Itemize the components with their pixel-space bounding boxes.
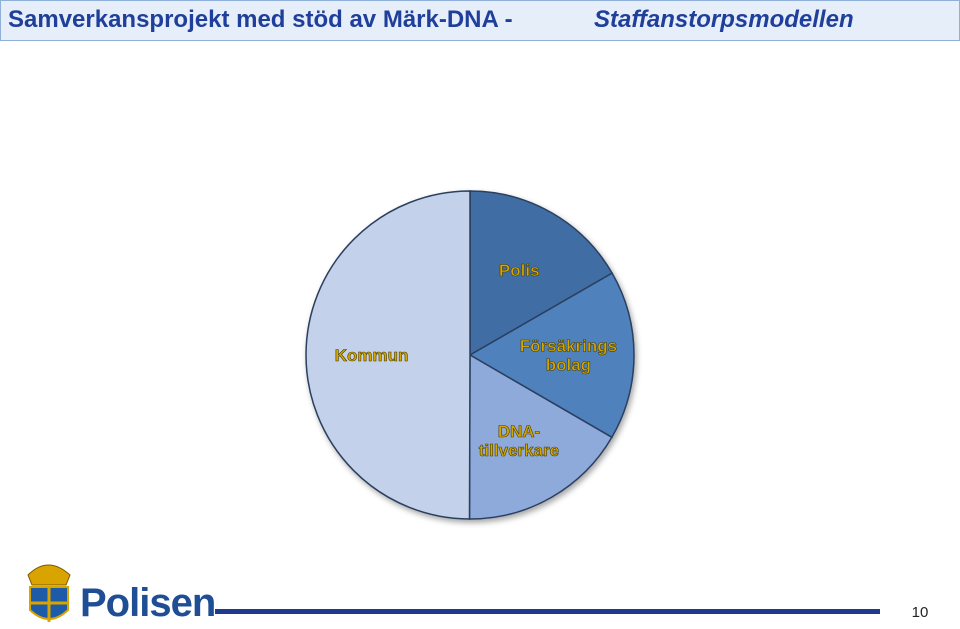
slice-label: Polis: [499, 261, 540, 280]
slice-label: Försäkrings bolag: [520, 337, 617, 375]
page-number: 10: [912, 604, 929, 621]
chart-subtitle: Staffanstorpsmodellen: [594, 6, 854, 33]
chart-title: Samverkansprojekt med stöd av Märk-DNA -: [8, 6, 513, 33]
slice-label: DNA-tillverkare: [479, 422, 559, 460]
pie-slice: [468, 272, 635, 439]
pie-slice: [305, 190, 471, 520]
slice-label: Kommun: [335, 346, 409, 365]
logo-crest: [27, 564, 71, 622]
footer-rule: [215, 609, 880, 614]
pie: [305, 190, 635, 520]
pie-slice: [468, 353, 613, 520]
pie-slice: [469, 190, 614, 357]
title-bar: [0, 0, 960, 41]
logo-text: Polisen: [80, 581, 215, 625]
labels: Polis Försäkrings bolag DNA-tillverkare Komm…: [334, 261, 617, 461]
